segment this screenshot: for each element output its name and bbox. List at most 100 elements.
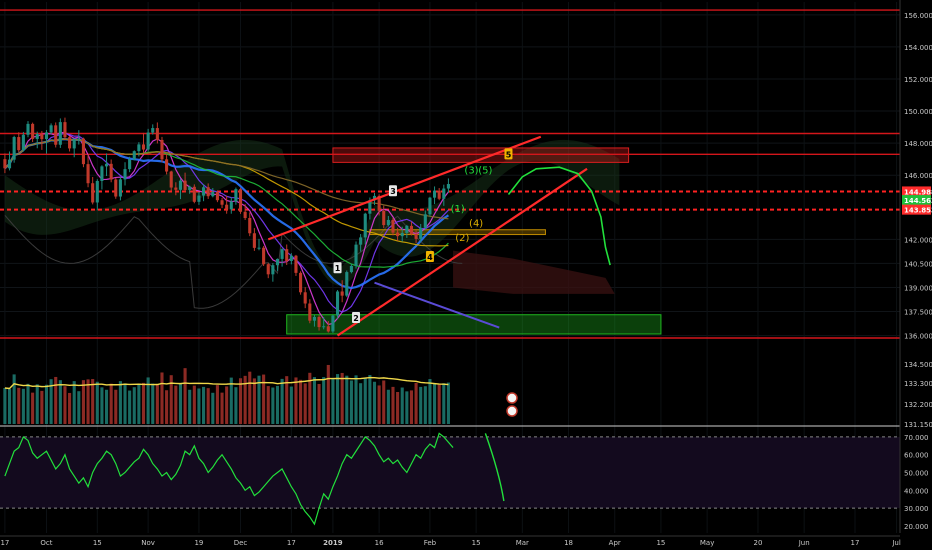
volume-bar [372,381,377,424]
price-tick-label: 150.000 [904,108,932,116]
time-tick-label: Mar [516,539,529,547]
candle-body [363,213,367,238]
volume-bar [12,374,16,424]
candle-body [165,159,169,172]
volume-bar [215,385,219,424]
time-tick-label: Jun [798,539,810,547]
volume-bar [271,387,275,424]
time-axis[interactable]: 17 Oct 15 Nov 19 Dec 17 2019 16 Feb 15 Mar 18 Apr 15 Ma… [0,535,901,547]
price-tick-label: 140.500 [904,260,932,268]
candle-body [77,138,81,140]
candle-body [54,125,58,145]
time-tick-label: Feb [424,539,437,547]
candle-body [377,195,381,211]
volume-bar [7,388,12,424]
volume-bar [294,377,298,424]
falling-ma-line [374,281,500,329]
horizontal-levels [0,9,900,339]
rsi-tick-label: 70.000 [904,434,929,442]
volume-average [4,376,449,390]
candle-body [414,234,418,239]
candle-body [442,188,446,199]
candle-body [21,134,25,151]
candle-body [174,187,178,190]
candle-body [183,180,187,190]
candle-body [141,144,146,150]
price-marker-label: 144.988 [904,188,932,196]
candle-body [428,197,432,215]
candle-body [308,303,312,321]
wave-marker-box [425,251,434,262]
volume-bar [331,378,335,424]
volume-bar [54,376,58,424]
volume-bar [137,383,141,424]
upper-trendline [267,135,542,241]
candlestick-series[interactable] [3,117,450,333]
candle-body [354,244,358,266]
volume-bar [335,374,340,424]
price-marker [902,186,931,197]
volume-bar [206,388,210,424]
event-icon [506,405,518,417]
time-tick-label: 16 [375,539,384,547]
candle-body [326,326,330,332]
candle-body [128,159,132,170]
candle-body [211,192,215,197]
price-tick-label: 136.000 [904,333,932,341]
wave-marker-box [504,148,513,160]
volume-bar [322,377,326,424]
candle-body [386,219,390,226]
rsi-tick-label: 60.000 [904,452,929,460]
wave-marker-box [333,262,342,274]
candle-body [151,128,155,133]
candle-body [146,132,150,150]
volume-bar [109,383,113,424]
volume-bar [238,378,243,424]
time-tick-label: 20 [753,539,762,547]
rsi-tick-label: 30.000 [904,505,929,513]
candle-body [49,125,53,133]
volume-bar [118,381,122,424]
volume-bar [86,379,90,424]
price-tick-label: 139.000 [904,284,932,292]
candle-body [72,139,76,149]
candle-body [7,159,12,169]
volume-bar [289,386,293,424]
volume-bar [220,392,224,424]
wave-count-label: (3) [464,166,478,177]
support-zone [286,314,662,335]
volume-bar [317,384,321,424]
candle-body [63,122,67,138]
volume-bar [21,388,25,424]
time-tick-label: May [700,539,714,547]
volume-bar [275,385,280,424]
price-axis[interactable]: 156.000 154.000 152.000 150.000 148.000 146.0… [899,0,932,550]
candle-body [322,326,326,328]
volume-bar [437,384,441,424]
candle-body [155,128,159,140]
volume-bar [81,380,85,424]
candle-body [312,316,316,321]
volume-bar [100,387,104,424]
candle-body [437,190,441,199]
volume-bar [266,386,270,424]
indicator-icons[interactable] [506,392,518,417]
wave-marker-label: 2 [353,314,359,323]
time-tick-label: 19 [194,539,203,547]
candle-body [423,214,427,228]
wave-marker-box [352,311,361,323]
candle-body [252,233,256,248]
candle-body [229,201,233,210]
candle-body [409,225,414,235]
candle-body [294,255,298,273]
wave-count-label: (1) [451,204,465,215]
price-tick-label: 156.000 [904,12,932,20]
volume-bar [285,376,289,424]
candle-body [248,218,252,234]
candle-body [91,183,95,203]
volume-bar [345,375,349,424]
volume-bar [363,378,367,424]
volume-bar [409,390,414,424]
volume-bar [68,392,72,424]
